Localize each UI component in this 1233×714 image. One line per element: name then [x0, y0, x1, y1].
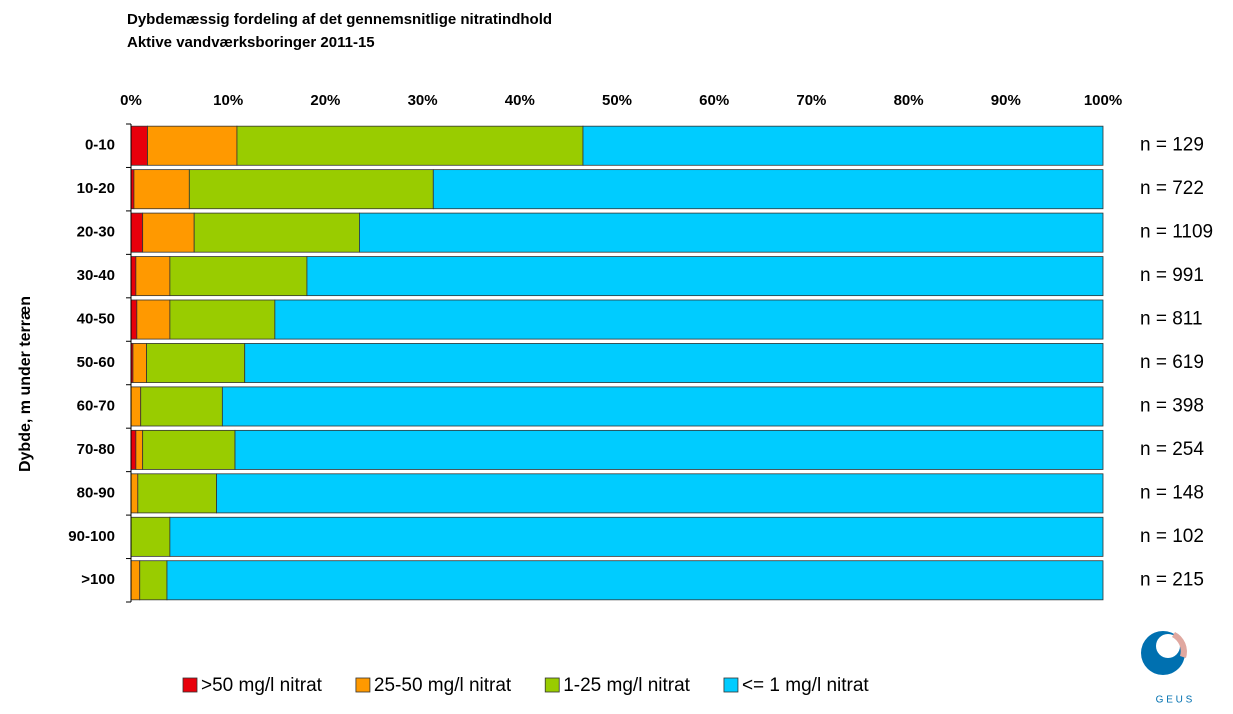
- n-label: n = 254: [1140, 439, 1204, 460]
- bar-segment: [216, 473, 1104, 514]
- legend-swatch: [182, 677, 198, 693]
- bar-segment: [147, 125, 238, 166]
- x-tick-label: 20%: [310, 92, 340, 109]
- bar-segment: [169, 299, 276, 340]
- legend-label: 25-50 mg/l nitrat: [374, 675, 512, 696]
- n-label: n = 811: [1140, 309, 1203, 330]
- bar-segment: [139, 560, 168, 601]
- bar-segment: [136, 299, 171, 340]
- bar-segment: [169, 256, 308, 297]
- bar-segment: [137, 473, 217, 514]
- x-tick-label: 70%: [796, 92, 826, 109]
- x-tick-label: 90%: [991, 92, 1021, 109]
- x-tick-label: 0%: [120, 92, 142, 109]
- bar-segment: [432, 169, 1104, 210]
- n-label: n = 148: [1140, 482, 1204, 503]
- y-tick-label: 80-90: [77, 484, 115, 501]
- bar-segment: [142, 429, 236, 470]
- bar-segment: [130, 125, 148, 166]
- x-tick-label: 30%: [408, 92, 438, 109]
- n-label: n = 215: [1140, 569, 1204, 590]
- n-label: n = 102: [1140, 526, 1204, 547]
- bar-segment: [221, 386, 1104, 427]
- y-tick-label: 60-70: [77, 397, 115, 414]
- bar-segment: [188, 169, 434, 210]
- n-label: n = 398: [1140, 395, 1204, 416]
- bar-segment: [166, 560, 1104, 601]
- bar-segment: [142, 212, 195, 253]
- bar-segment: [132, 343, 147, 383]
- bar-segment: [130, 386, 142, 427]
- bar-segment: [130, 212, 144, 253]
- bar-segment: [135, 256, 171, 297]
- logo-icon: [1141, 631, 1187, 675]
- bar-segment: [133, 169, 190, 210]
- y-tick-label: 20-30: [77, 224, 115, 241]
- bar-segment: [359, 212, 1104, 253]
- bar-segment: [306, 256, 1104, 297]
- y-tick-label: 90-100: [68, 528, 115, 545]
- y-tick-label: 10-20: [77, 180, 115, 197]
- bar-segment: [140, 386, 223, 427]
- bar-segment: [244, 343, 1104, 383]
- y-tick-label: 50-60: [77, 354, 115, 371]
- n-label: n = 129: [1140, 135, 1204, 156]
- legend-label: <= 1 mg/l nitrat: [742, 675, 869, 696]
- logo-text: G E U S: [1156, 695, 1193, 706]
- y-tick-label: 70-80: [77, 441, 115, 458]
- x-tick-label: 100%: [1084, 92, 1122, 109]
- bar-segment: [274, 299, 1104, 340]
- bar-segment: [130, 299, 138, 340]
- y-tick-label: 40-50: [77, 311, 115, 328]
- legend-label: >50 mg/l nitrat: [201, 675, 323, 696]
- bar-segment: [146, 343, 246, 383]
- legend-swatch: [355, 677, 371, 693]
- n-label: n = 1109: [1140, 222, 1213, 243]
- legend-label: 1-25 mg/l nitrat: [563, 675, 690, 696]
- n-label: n = 991: [1140, 265, 1204, 286]
- x-tick-label: 60%: [699, 92, 729, 109]
- bar-segment: [130, 560, 141, 601]
- chart-subtitle: Aktive vandværksboringer 2011-15: [127, 34, 375, 51]
- y-tick-label: 30-40: [77, 267, 115, 284]
- bar-segment: [130, 473, 139, 514]
- bar-segment: [130, 516, 171, 557]
- y-axis-label: Dybde, m under terræn: [17, 296, 34, 472]
- x-tick-label: 40%: [505, 92, 535, 109]
- n-label: n = 619: [1140, 352, 1204, 373]
- bar-segment: [234, 429, 1104, 470]
- x-tick-label: 50%: [602, 92, 632, 109]
- legend-swatch: [723, 677, 739, 693]
- chart-title: Dybdemæssig fordeling af det gennemsnitl…: [127, 11, 552, 28]
- x-tick-label: 80%: [894, 92, 924, 109]
- bar-segment: [130, 429, 137, 470]
- bar-segment: [135, 429, 144, 470]
- x-tick-label: 10%: [213, 92, 243, 109]
- y-tick-label: >100: [81, 571, 115, 588]
- bar-segment: [582, 125, 1104, 166]
- bar-segment: [169, 516, 1104, 557]
- bar-segment: [193, 212, 360, 253]
- n-label: n = 722: [1140, 178, 1204, 199]
- y-tick-label: 0-10: [85, 137, 115, 154]
- bar-segment: [130, 256, 137, 297]
- bar-segment: [236, 125, 584, 166]
- legend-swatch: [544, 677, 560, 693]
